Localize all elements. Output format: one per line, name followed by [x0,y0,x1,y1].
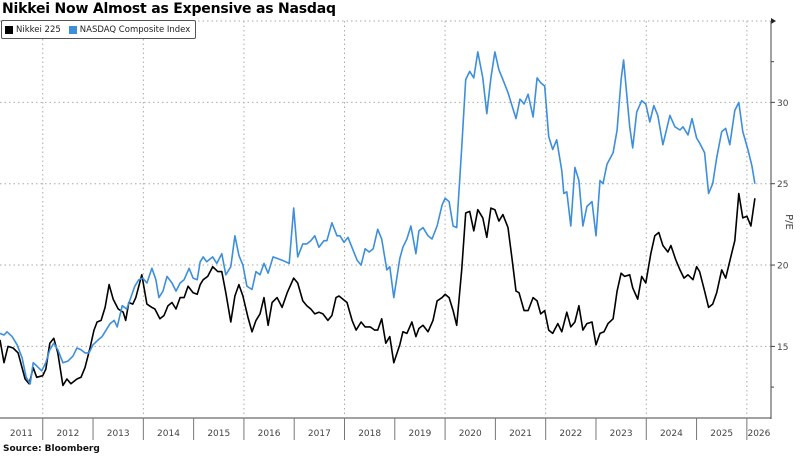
source-note: Source: Bloomberg [3,444,100,454]
legend-item-nasdaq: NASDAQ Composite Index [68,24,191,35]
x-tick-label: 2016 [258,429,281,439]
x-tick-label: 2022 [559,429,582,439]
legend-label-nikkei: Nikkei 225 [16,24,61,35]
x-tick-label: 2024 [660,429,683,439]
series-line-nasdaq-composite [0,51,756,385]
y-tick-label: 30 [777,99,789,109]
x-tick-label: 2025 [710,429,733,439]
y-axis-label: P/E [783,214,794,230]
x-tick-label: 2011 [10,429,33,439]
x-tick-label: 2017 [308,429,331,439]
x-tick-label: 2015 [207,429,230,439]
legend-item-nikkei: Nikkei 225 [5,25,61,35]
legend-swatch-nasdaq [68,25,77,34]
y-tick-label: 25 [777,180,788,190]
x-tick-label: 2019 [408,429,431,439]
x-tick-label: 2026 [747,429,770,439]
y-tick-label: 20 [777,262,789,272]
chart-title: Nikkei Now Almost as Expensive as Nasdaq [2,1,336,17]
x-tick-label: 2021 [509,429,532,439]
legend-label-nasdaq: NASDAQ Composite Index [79,24,191,35]
x-tick-label: 2013 [107,429,130,439]
x-tick-label: 2014 [157,429,180,439]
x-tick-label: 2018 [358,429,381,439]
x-tick-label: 2023 [610,429,633,439]
legend: Nikkei 225 NASDAQ Composite Index [1,20,197,39]
axis-arrow-icon [771,18,776,24]
y-tick-label: 15 [777,343,788,353]
series-line-nikkei-225 [0,192,756,387]
legend-swatch-nikkei [5,25,13,34]
x-tick-label: 2020 [459,429,482,439]
x-tick-label: 2012 [56,429,79,439]
